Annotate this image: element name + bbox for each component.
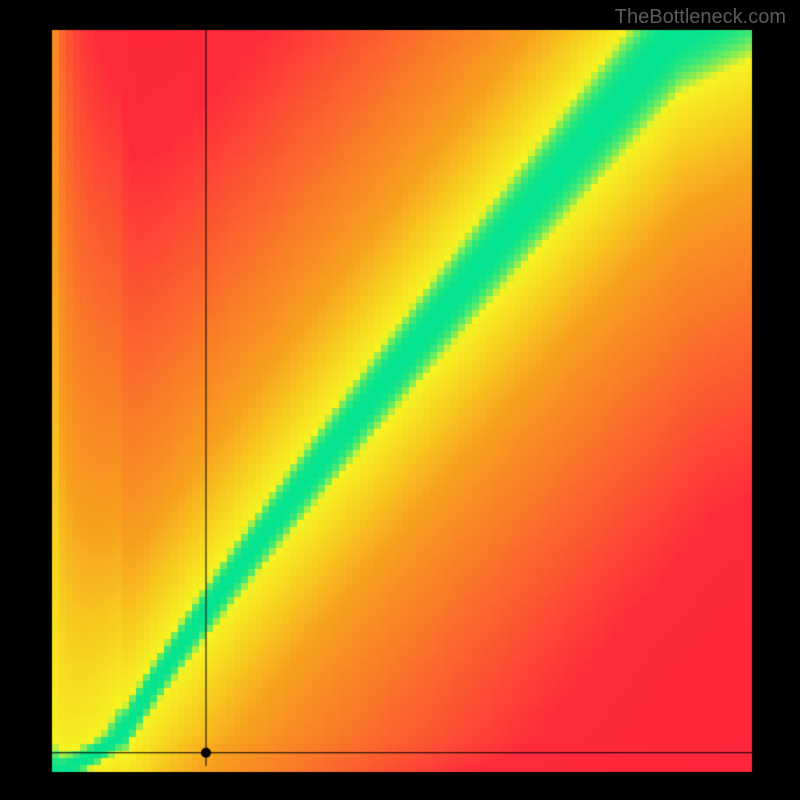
chart-container: TheBottleneck.com: [0, 0, 800, 800]
watermark-text: TheBottleneck.com: [615, 6, 786, 29]
heatmap-canvas: [0, 0, 800, 800]
